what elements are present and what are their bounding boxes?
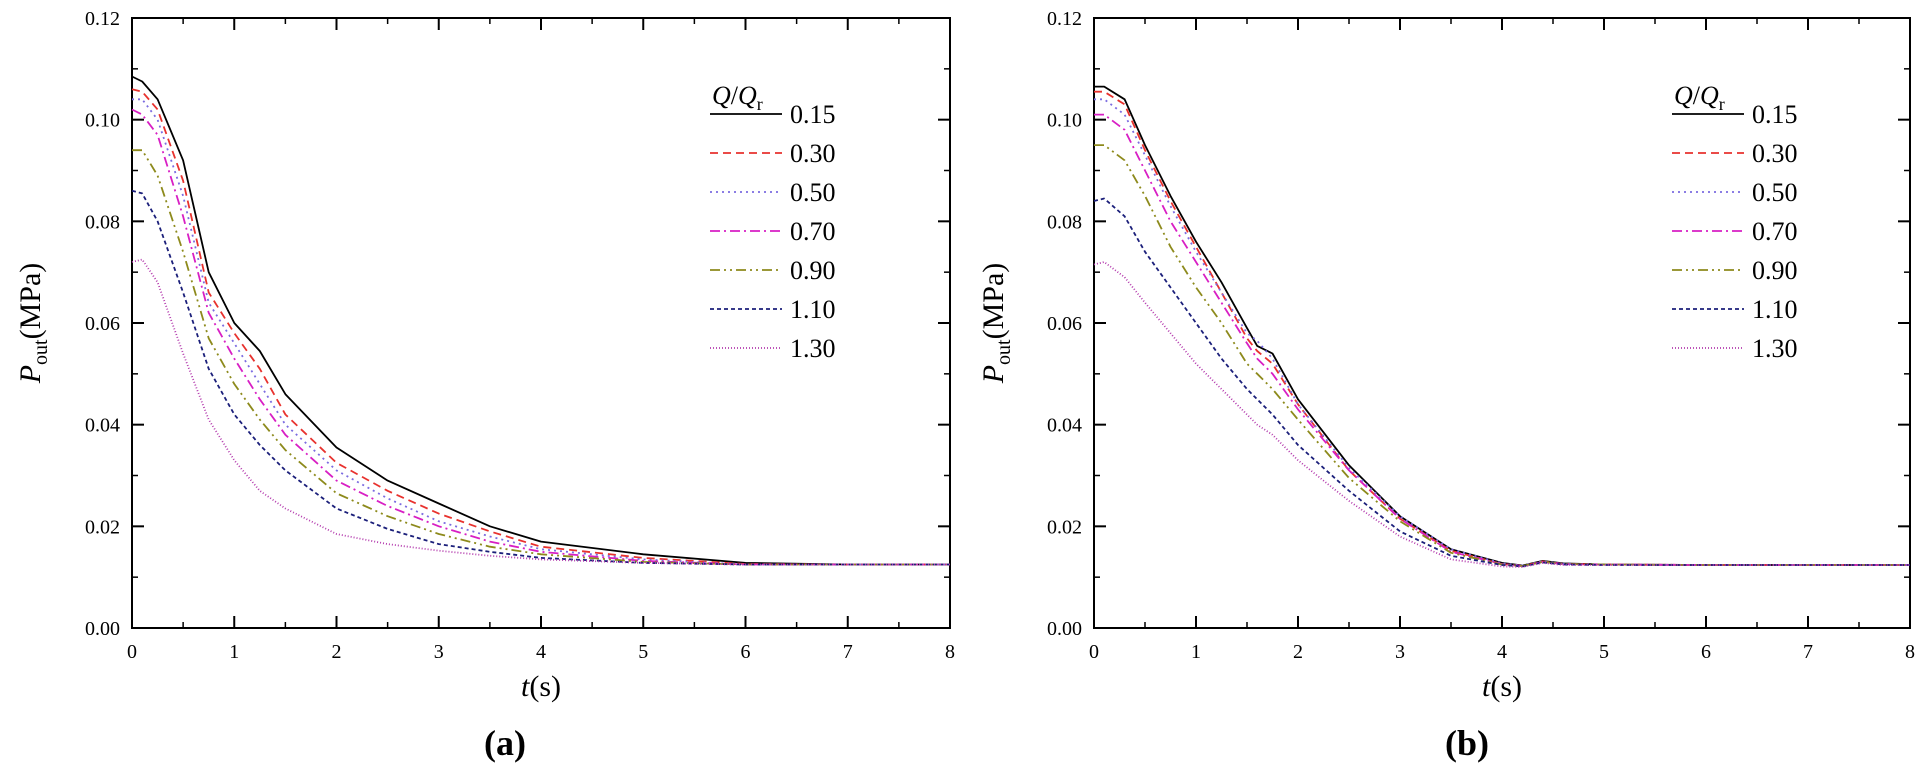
legend-label-0.90: 0.90 <box>790 256 836 285</box>
y-tick-label: 0.08 <box>1047 211 1082 233</box>
legend-label-0.70: 0.70 <box>1752 217 1798 246</box>
x-tick-label: 4 <box>536 641 546 663</box>
legend-label-0.15: 0.15 <box>1752 100 1798 129</box>
x-tick-label: 7 <box>1803 641 1813 663</box>
y-axis-title: Pout(MPa) <box>977 263 1015 385</box>
y-tick-label: 0.12 <box>1047 8 1082 30</box>
legend-label-1.30: 1.30 <box>790 334 836 363</box>
series-line-0.15 <box>131 75 950 566</box>
series-line-1.30 <box>1093 261 1910 568</box>
x-tick-label: 2 <box>332 641 342 663</box>
series-line-0.90 <box>132 149 950 566</box>
x-tick-label: 1 <box>229 641 239 663</box>
legend-label-0.30: 0.30 <box>1752 139 1798 168</box>
legend-title: Q/Qr <box>712 81 763 114</box>
x-tick-label: 6 <box>1701 641 1711 663</box>
series-line-0.70 <box>131 108 950 566</box>
legend-label-1.10: 1.10 <box>1752 295 1798 324</box>
y-tick-label: 0.04 <box>85 415 120 437</box>
x-tick-label: 8 <box>945 641 955 663</box>
series-line-1.30 <box>131 258 950 566</box>
legend-label-0.50: 0.50 <box>1752 178 1798 207</box>
x-tick-label: 4 <box>1497 641 1507 663</box>
y-tick-label: 0.00 <box>85 618 120 640</box>
y-tick-label: 0.10 <box>1047 110 1082 132</box>
panel-label: (b) <box>1445 723 1489 763</box>
x-tick-label: 6 <box>741 641 751 663</box>
x-tick-label: 2 <box>1293 641 1303 663</box>
y-tick-label: 0.06 <box>1047 313 1082 335</box>
series-line-1.10 <box>1093 197 1910 568</box>
x-tick-label: 3 <box>434 641 444 663</box>
y-tick-label: 0.08 <box>85 211 120 233</box>
legend-label-0.30: 0.30 <box>790 139 836 168</box>
y-axis-title: Pout(MPa) <box>14 263 52 385</box>
x-tick-label: 5 <box>638 641 648 663</box>
y-tick-label: 0.00 <box>1047 618 1082 640</box>
legend-title: Q/Qr <box>1674 81 1725 114</box>
x-tick-label: 0 <box>1089 641 1099 663</box>
x-axis-title: t(s) <box>1482 670 1522 703</box>
legend-label-0.90: 0.90 <box>1752 256 1798 285</box>
series-line-0.50 <box>1094 98 1910 567</box>
series-line-0.50 <box>132 98 950 566</box>
legend-label-0.50: 0.50 <box>790 178 836 207</box>
x-axis-title: t(s) <box>521 670 561 703</box>
series-line-0.30 <box>131 88 950 566</box>
y-tick-label: 0.10 <box>85 110 120 132</box>
y-tick-label: 0.02 <box>1047 516 1082 538</box>
y-tick-label: 0.12 <box>85 8 120 30</box>
y-tick-label: 0.04 <box>1047 415 1082 437</box>
x-tick-label: 7 <box>843 641 853 663</box>
legend-label-0.15: 0.15 <box>790 100 836 129</box>
series-line-1.10 <box>131 189 950 566</box>
legend-label-1.30: 1.30 <box>1752 334 1798 363</box>
y-tick-label: 0.06 <box>85 313 120 335</box>
legend-label-1.10: 1.10 <box>790 295 836 324</box>
x-tick-label: 8 <box>1905 641 1915 663</box>
y-tick-label: 0.02 <box>85 516 120 538</box>
panel-label: (a) <box>484 723 526 763</box>
x-tick-label: 1 <box>1191 641 1201 663</box>
panel-a-chart: 0 1 2 3 4 5 6 7 8 0.00 0.02 0.04 0.06 0.08 0.10 0.12 Q/Q… <box>14 8 955 763</box>
x-tick-label: 3 <box>1395 641 1405 663</box>
x-tick-label: 0 <box>127 641 137 663</box>
series-line-0.90 <box>1094 144 1910 567</box>
legend-label-0.70: 0.70 <box>790 217 836 246</box>
series-line-0.30 <box>1094 90 1910 567</box>
series-line-0.70 <box>1094 113 1910 567</box>
panel-b-chart: 0 1 2 3 4 5 6 7 8 0.00 0.02 0.04 0.06 0.08 0.10 0.12 Q/Q… <box>977 8 1915 763</box>
x-tick-label: 5 <box>1599 641 1609 663</box>
